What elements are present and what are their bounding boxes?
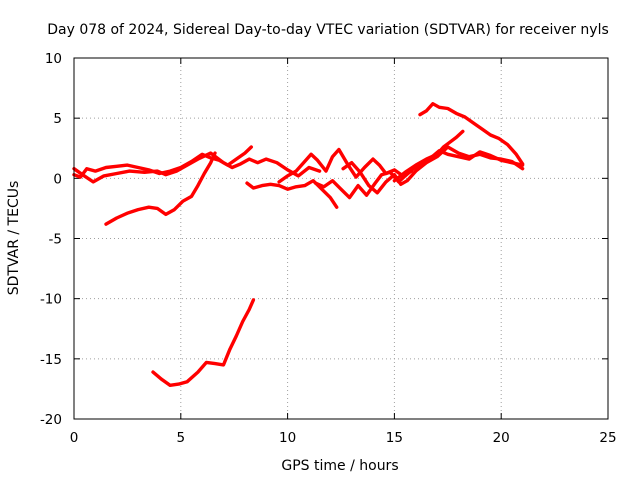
series-line-trace-g xyxy=(313,148,525,200)
x-tick-label: 10 xyxy=(279,430,296,446)
series-group xyxy=(72,101,525,387)
series-line-trace-e xyxy=(245,178,339,209)
series-line-trace-i xyxy=(392,129,465,183)
series-line-trace-c xyxy=(104,151,217,226)
x-tick-label: 20 xyxy=(493,430,510,446)
x-tick-label: 25 xyxy=(599,430,616,446)
y-axis-label: SDTVAR / TECUs xyxy=(6,181,22,296)
series-line-trace-h xyxy=(341,145,525,195)
chart-title: Day 078 of 2024, Sidereal Day-to-day VTE… xyxy=(47,22,609,38)
grid xyxy=(74,58,608,419)
y-tick-label: -15 xyxy=(40,352,62,368)
y-tick-label: 5 xyxy=(53,111,62,127)
x-tick-label: 15 xyxy=(386,430,403,446)
x-axis-label: GPS time / hours xyxy=(281,458,398,474)
y-tick-label: 0 xyxy=(53,171,62,187)
y-tick-label: -5 xyxy=(49,232,62,248)
x-tick-label: 5 xyxy=(177,430,186,446)
series-line-trace-b xyxy=(72,151,322,184)
tick-labels: 0 5 10 15 20 25 10 5 0 -5 -10 -15 -20 xyxy=(40,51,617,446)
plot-frame xyxy=(73,57,609,420)
series-line-trace-d xyxy=(151,298,256,387)
y-tick-label: -20 xyxy=(40,412,62,428)
y-tick-label: -10 xyxy=(40,292,62,308)
series-line-trace-j xyxy=(418,101,525,166)
x-tick-label: 0 xyxy=(70,430,79,446)
y-tick-label: 10 xyxy=(45,51,62,67)
